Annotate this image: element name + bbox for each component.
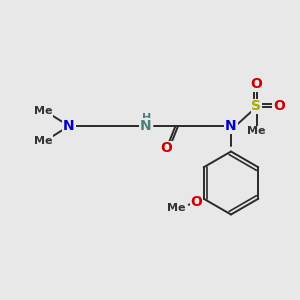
Text: Me: Me [247,126,266,136]
Text: O: O [190,195,202,209]
Text: H: H [142,112,152,123]
Text: Me: Me [34,136,53,146]
Text: N: N [63,119,75,133]
Text: N: N [140,119,151,133]
Text: O: O [273,100,285,113]
Text: N: N [225,119,237,133]
Text: O: O [160,142,172,155]
Text: S: S [251,100,262,113]
Text: Me: Me [34,106,53,116]
Text: O: O [250,77,262,91]
Text: Me: Me [167,203,186,213]
